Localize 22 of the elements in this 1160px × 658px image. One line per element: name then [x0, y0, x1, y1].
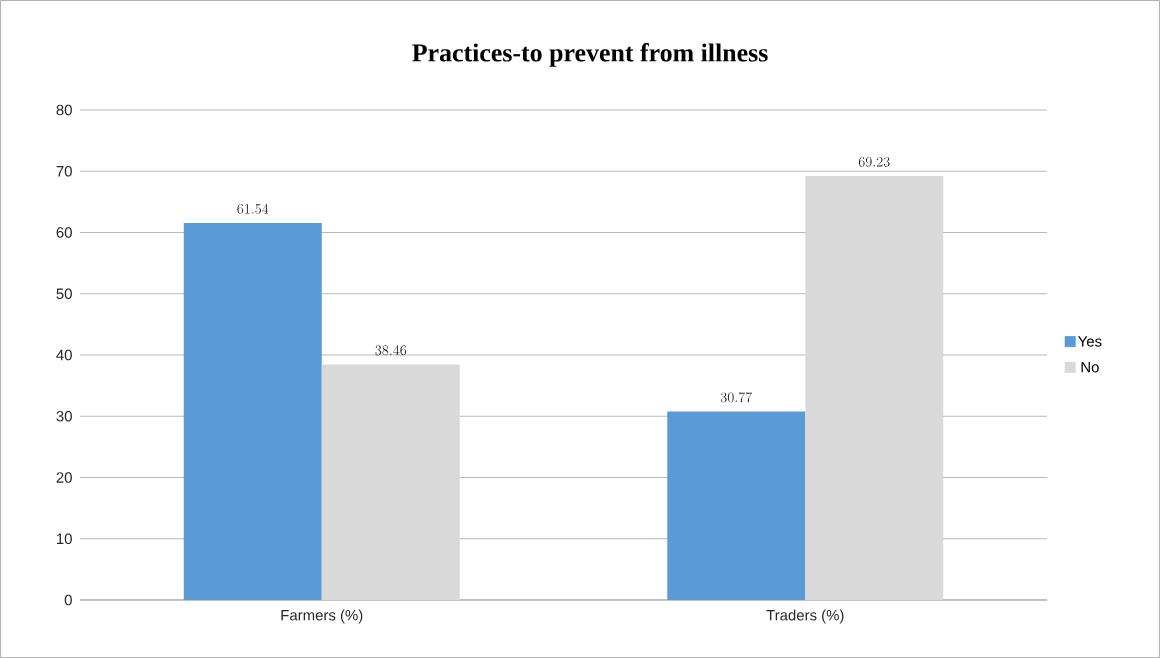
y-tick-label: 20 [56, 472, 72, 483]
x-tick-label: Traders (%) [766, 609, 844, 624]
bar [805, 175, 944, 600]
y-tick-label: 0 [64, 594, 72, 606]
x-tick-label: Farmers (%) [281, 609, 363, 624]
data-label: 38.46 [375, 345, 407, 356]
data-label: 69.23 [858, 156, 890, 167]
bar [321, 364, 460, 600]
data-label: 30.77 [720, 392, 753, 403]
y-tick-label: 40 [56, 349, 72, 361]
bar [667, 411, 806, 600]
chart-title: Practices-to prevent from illness [412, 43, 768, 67]
legend-label: No [1081, 361, 1099, 373]
y-tick-label: 30 [56, 410, 72, 422]
y-tick-label: 10 [57, 533, 72, 545]
bar [183, 223, 322, 600]
legend-label: Yes [1078, 336, 1102, 347]
data-label: 61 .54 [237, 203, 269, 214]
y-tick-label: 60 [56, 227, 72, 238]
y-tick-label: 80 [56, 104, 72, 116]
y-tick-label: 70 [56, 165, 72, 177]
y-tick-label: 50 [56, 288, 72, 300]
